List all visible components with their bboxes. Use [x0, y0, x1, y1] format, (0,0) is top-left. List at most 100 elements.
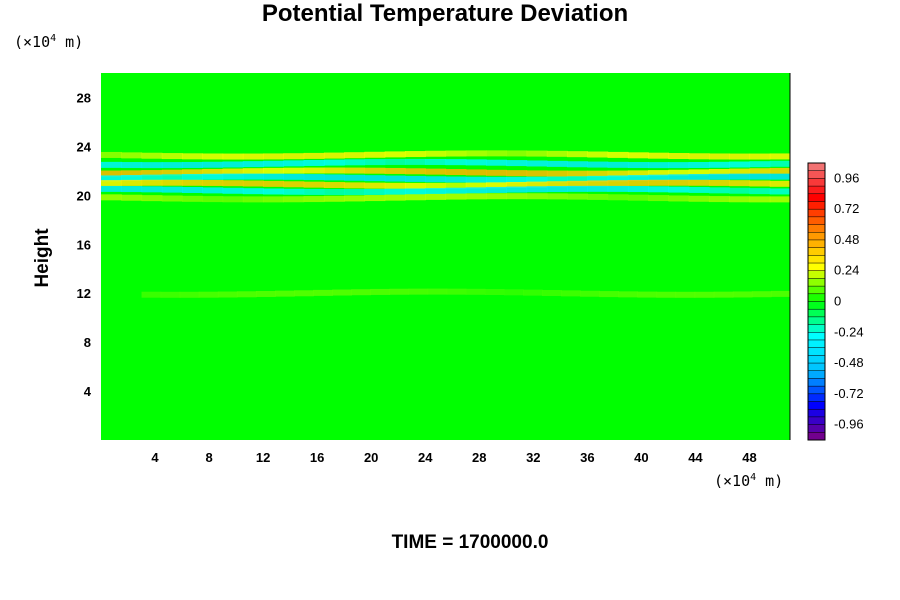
colorbar: 0.96 0.72 0.48 0.24 0 -0.24 -0.48 -0.72 -0.96: [807, 162, 864, 441]
heatmap-cell: [364, 182, 386, 189]
heatmap-cell: [729, 196, 751, 203]
heatmap-cell: [486, 193, 507, 200]
heatmap-cell: [222, 168, 244, 175]
heatmap-band: [101, 179, 790, 189]
x-tick-label: 44: [688, 450, 703, 465]
x-tick-label: 28: [472, 450, 486, 465]
y-tick-label: 24: [77, 139, 92, 154]
heatmap-cell: [303, 159, 325, 166]
colorbar-tick-label: -0.48: [834, 355, 864, 370]
heatmap-cell: [668, 174, 690, 181]
colorbar-tick-label: 0.72: [834, 201, 859, 216]
heatmap-cell: [141, 195, 163, 202]
heatmap-cell: [101, 161, 122, 168]
heatmap-cell: [242, 180, 264, 187]
colorbar-segment: [807, 270, 826, 279]
colorbar-segment: [807, 224, 826, 233]
heatmap-cell: [425, 188, 447, 195]
heatmap-cell: [364, 151, 386, 158]
heatmap-cell: [323, 152, 345, 159]
heatmap-cell: [769, 196, 790, 203]
x-tick-label: 24: [418, 450, 433, 465]
heatmap-cell: [425, 176, 447, 183]
heatmap-cell: [465, 150, 487, 157]
heatmap-cell: [506, 176, 528, 183]
heatmap-cell: [567, 185, 588, 192]
heatmap-cell: [283, 173, 305, 180]
heatmap-cell: [607, 194, 629, 201]
heatmap-cell: [283, 153, 305, 160]
colorbar-segment: [807, 185, 826, 195]
heatmap-cell: [364, 188, 386, 195]
heatmap-cell: [486, 176, 507, 183]
heatmap-cell: [627, 179, 649, 186]
heatmap-cell: [445, 187, 467, 194]
heatmap-cell: [769, 173, 790, 180]
heatmap-cell: [648, 162, 670, 169]
y-tick-label: 20: [77, 188, 91, 203]
heatmap-cell: [526, 176, 548, 183]
heatmap-cell: [408, 288, 429, 295]
heatmap-cell: [263, 167, 284, 174]
heatmap-cell: [222, 161, 244, 168]
heatmap-cell: [445, 176, 467, 183]
heatmap-cell: [465, 288, 486, 295]
heatmap-cell: [179, 291, 200, 298]
heatmap-cell: [506, 150, 528, 157]
colorbar-segment: [807, 239, 826, 249]
heatmap-cell: [506, 181, 528, 188]
heatmap-cell: [404, 188, 426, 195]
heatmap-cell: [121, 179, 143, 186]
heatmap-cell: [141, 174, 163, 181]
heatmap-cell: [425, 158, 447, 165]
heatmap-cell: [708, 153, 730, 160]
heatmap-cell: [445, 169, 467, 176]
heatmap-cell: [303, 196, 325, 203]
heatmap-cell: [404, 151, 426, 158]
heatmap-band: [101, 185, 790, 196]
heatmap-cell: [587, 161, 609, 168]
heatmap-cell: [503, 289, 524, 296]
colorbar-segment: [807, 332, 826, 341]
heatmap-cell: [242, 168, 264, 175]
heatmap-cell: [627, 186, 649, 193]
heatmap-cell: [283, 167, 305, 174]
heatmap-cell: [486, 186, 507, 193]
heatmap-cell: [607, 175, 629, 182]
heatmap-cell: [364, 195, 386, 202]
y-tick-label: 8: [84, 335, 91, 350]
colorbar-segment: [807, 201, 826, 210]
heatmap-cell: [729, 180, 751, 187]
x-axis-unit: (×104 m): [714, 472, 783, 490]
heatmap-cell: [141, 170, 163, 177]
colorbar-segment: [807, 347, 826, 356]
heatmap-cell: [729, 153, 751, 160]
heatmap-cell: [263, 196, 284, 203]
heatmap-cell: [769, 180, 790, 187]
heatmap-cell: [668, 186, 690, 193]
heatmap-cell: [506, 170, 528, 177]
heatmap-cell: [607, 180, 629, 187]
heatmap-band: [101, 158, 790, 169]
heatmap-cell: [121, 194, 143, 201]
colorbar-segment: [807, 216, 826, 226]
heatmap-cell: [546, 176, 568, 183]
heatmap-cell: [141, 162, 163, 169]
heatmap-cell: [465, 187, 487, 194]
heatmap-cell: [648, 174, 670, 181]
heatmap-cell: [161, 179, 183, 186]
heatmap-cell: [465, 182, 487, 189]
heatmap-cell: [580, 290, 600, 297]
heatmap-cell: [713, 291, 734, 298]
heatmap-cell: [161, 186, 183, 193]
colorbar-segment: [807, 324, 826, 333]
heatmap-cell: [242, 161, 264, 168]
colorbar-segment: [807, 255, 826, 264]
heatmap-cell: [222, 180, 244, 187]
heatmap-cell: [446, 288, 467, 295]
heatmap-cell: [364, 167, 386, 174]
heatmap-cell: [222, 153, 244, 160]
heatmap-cell: [546, 193, 568, 200]
heatmap-cell: [323, 174, 345, 181]
colorbar-segment: [807, 308, 826, 318]
